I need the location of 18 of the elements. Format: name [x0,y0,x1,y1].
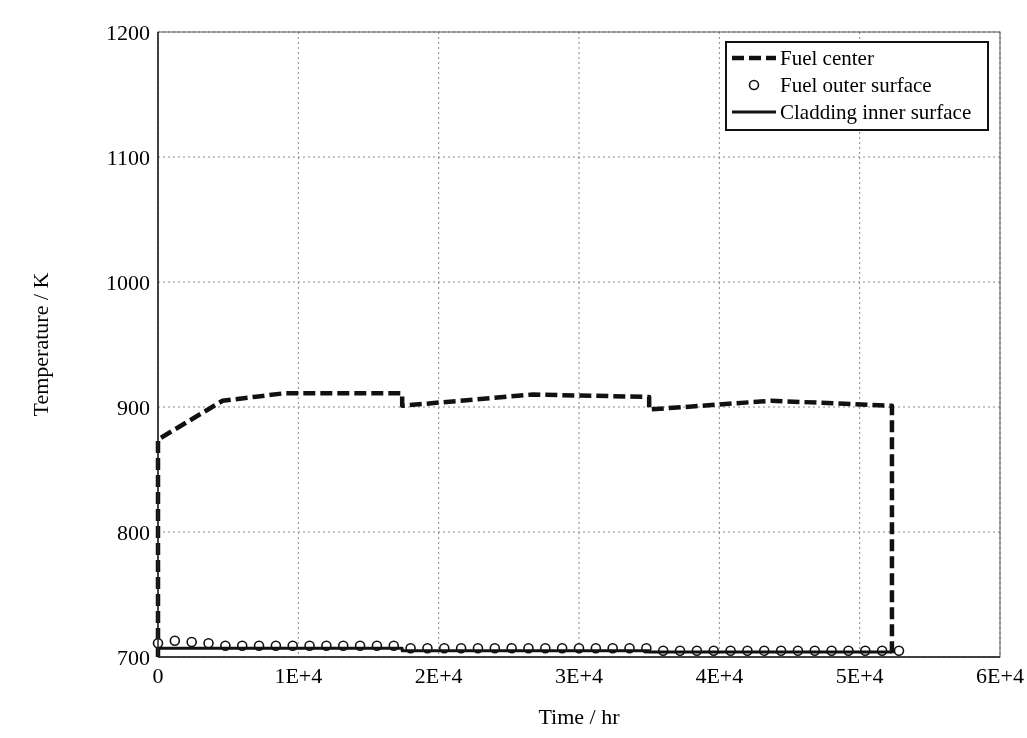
x-tick-label: 3E+4 [555,663,603,688]
x-tick-label: 0 [152,663,164,688]
legend-label: Cladding inner surface [780,100,972,125]
x-tick-label: 6E+4 [976,663,1024,688]
x-tick-label: 1E+4 [274,663,323,688]
y-tick-label: 800 [117,519,150,545]
x-tick-label: 2E+4 [414,663,463,688]
y-tick-label: 900 [117,394,150,420]
legend-label: Fuel center [780,46,874,71]
y-tick-label: 700 [117,644,150,670]
y-axis-title: Temperature / K [28,272,53,417]
legend-label: Fuel outer surface [780,73,932,98]
y-tick-label: 1000 [106,269,150,295]
y-tick-label: 1100 [106,144,150,170]
x-tick-label: 5E+4 [835,663,884,688]
x-tick-label: 4E+4 [695,663,744,688]
x-axis-title: Time / hr [538,704,621,729]
y-tick-label: 1200 [106,19,150,45]
